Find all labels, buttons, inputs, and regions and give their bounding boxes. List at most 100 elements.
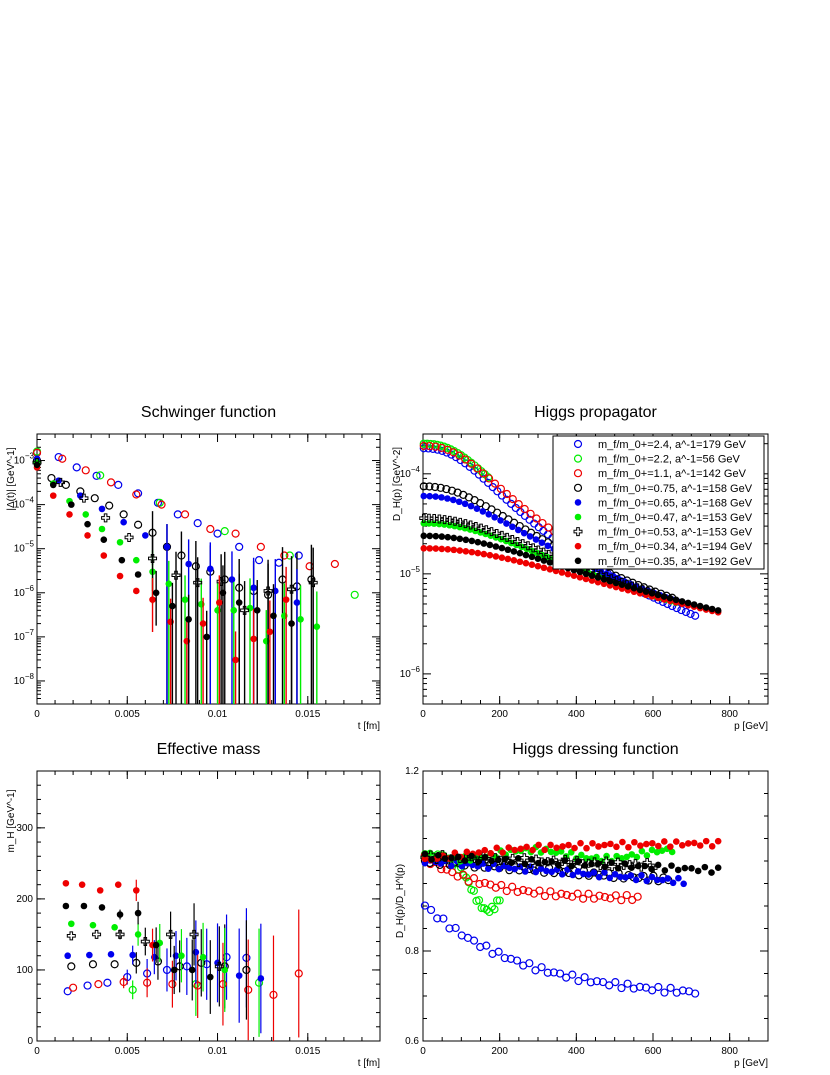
dressing-point [658,847,666,854]
schwinger-point [84,520,91,528]
effmass-point [88,960,98,969]
schwinger-point [350,590,359,599]
propagator-point [702,604,710,611]
chart-title-schwinger: Schwinger function [140,404,277,421]
dressing-point [616,873,624,881]
dressing-point [484,865,492,872]
legend-marker [573,439,583,449]
dressing-point [529,846,536,854]
propagator-point [455,498,463,506]
effmass-ytick-label: 200 [16,894,33,905]
propagator-point [497,530,507,540]
schwinger-point [231,529,240,538]
dressing-point [434,851,442,859]
propagator-point [467,502,475,510]
chart-title-dressing: Higgs dressing function [512,741,679,758]
propagator-point [425,441,434,451]
legend-box [552,435,765,570]
propagator-point [432,532,440,540]
dressing-point [666,983,675,992]
propagator-point [690,601,698,608]
dressing-point [461,857,469,864]
dressing-point [494,947,503,956]
dressing-point [494,856,502,864]
dressing-point [475,849,483,856]
effmass-ytick-label: 0 [27,1036,33,1047]
propagator-point [450,534,458,542]
dressing-point [669,879,677,887]
effmass-ytick-label: 100 [16,965,33,976]
dressing-point [606,874,614,882]
dressing-point [487,850,495,857]
schwinger-point [330,559,339,569]
schwinger-point [149,596,156,603]
schwinger-point [132,587,140,595]
dressing-point [681,864,689,872]
dressing-point [643,877,651,885]
schwinger-point [173,510,182,519]
legend-label: m_f/m_0+=0.34, a^-1=194 GeV [598,541,753,553]
propagator-point [588,577,596,584]
propagator-ylabel: D_H(p) [GeV^-2] [392,447,403,521]
schwinger-point [220,527,229,536]
dressing-point [420,901,430,910]
propagator-point [606,577,614,585]
dressing-point [672,838,680,845]
dressing-point [571,844,578,852]
dressing-point [569,871,577,879]
schwinger-point [163,543,171,551]
propagator-ytick-label: 10−6 [400,665,421,680]
schwinger-point [148,553,158,563]
dressing-point [622,874,629,881]
dressing-point [655,842,662,850]
propagator-point [544,549,554,559]
effmass-point [66,931,76,941]
schwinger-ytick-label: 10−8 [14,672,35,687]
schwinger-point [285,551,294,560]
propagator-point [497,517,504,524]
propagator-point [666,594,674,602]
dressing-point [558,871,566,878]
propagator-point [594,578,602,586]
dressing-point [633,853,641,861]
propagator-point [473,505,481,512]
dressing-point [607,840,614,848]
schwinger-point [49,492,57,499]
propagator-point [442,484,451,494]
dressing-point [437,860,445,867]
dressing-point [441,855,449,862]
dressing-point [595,891,604,900]
schwinger-xtick-label: 0.005 [115,709,140,720]
propagator-point [481,525,491,535]
dressing-point [648,873,656,881]
schwinger-point [134,571,142,578]
effmass-point [110,960,119,969]
dressing-point [595,873,603,881]
dressing-point [477,903,486,913]
dressing-point [708,842,716,850]
dressing-point [601,863,609,871]
dressing-point [641,862,649,870]
schwinger-point [118,556,126,564]
propagator-point [486,541,494,549]
dressing-point [568,862,575,870]
legend-marker [573,527,583,537]
dressing-point [559,843,566,850]
dressing-frame [422,770,769,1042]
propagator-point [456,535,464,543]
legend-label: m_f/m_0+=2.4, a^-1=179 GeV [598,439,747,451]
effmass-xtick-label: 0.005 [115,1046,140,1057]
propagator-xtick-label: 600 [645,709,662,720]
dressing-point [543,867,550,875]
effmass-point [116,911,124,918]
dressing-point [519,853,529,863]
chart-title-effmass: Effective mass [156,741,261,758]
propagator-point [528,561,536,568]
dressing-point [668,848,676,856]
effmass-point [199,953,207,961]
dressing-point [535,841,542,849]
propagator-point [492,553,500,560]
legend-label: m_f/m_0+=0.35, a^-1=192 GeV [598,556,753,568]
schwinger-point [68,501,75,508]
propagator-point [450,546,458,554]
